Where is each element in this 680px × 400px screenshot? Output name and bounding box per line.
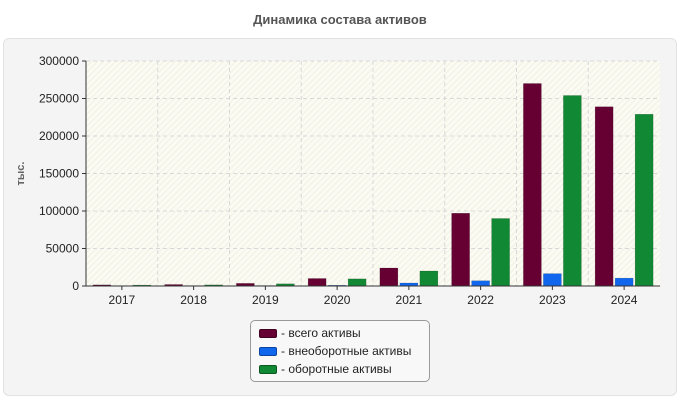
plot-texture-line [85,60,213,188]
plot-texture-line [85,60,105,80]
bar-current-assets-2020 [347,278,367,287]
plot-texture-line [85,60,147,122]
x-tick-label: 2018 [180,293,207,307]
chart-title: Динамика состава активов [253,12,427,27]
y-axis-label: тыс. [15,162,27,186]
plot-texture-line [85,60,249,224]
x-tick-label: 2020 [324,293,351,307]
plot-texture-line [85,60,273,248]
legend-item-current-assets: - оборотные активы [259,360,429,378]
plot-texture-line [85,60,123,98]
x-tick-label: 2022 [467,293,494,307]
bar-current-assets-2021 [419,270,439,287]
bar-current-assets-2024 [634,114,654,287]
plot-texture-line [85,60,195,170]
bar-total-assets-2020 [307,278,327,287]
bar-total-assets-2021 [379,267,399,287]
y-tick-label: 0 [72,279,79,293]
plot-texture-line [85,60,159,134]
legend-item-noncurrent-assets: - внеоборотные активы [259,342,429,360]
plot-texture-line [85,60,255,230]
plot-texture-line [85,60,279,254]
plot-texture-line [442,68,661,287]
x-tick-label: 2024 [611,293,638,307]
bar-current-assets-2023 [563,95,582,287]
legend-label-current-assets: - оборотные активы [281,362,392,376]
plot-texture-line [85,60,261,236]
plot-texture-line [454,80,661,287]
bar-current-assets-2022 [491,218,510,287]
plot-texture-line [85,60,297,272]
plot-texture-line [652,278,661,287]
bar-total-assets-2022 [451,213,470,287]
plot-texture-line [85,60,129,104]
bar-noncurrent-assets-2022 [471,280,490,287]
legend-swatch-current-assets [259,364,277,374]
plot-texture-line [85,60,117,92]
plot-texture-line [85,60,201,176]
plot-texture-line [85,60,141,116]
plot-texture-line [85,60,285,260]
plot-texture-line [85,60,165,140]
plot-texture-line [85,60,291,266]
x-tick-label: 2023 [539,293,566,307]
plot-texture-line [85,60,207,182]
plot-texture-line [85,60,171,146]
y-tick-label: 100000 [39,204,79,218]
bar-noncurrent-assets-2023 [543,273,562,287]
plot-texture-line [85,60,243,218]
legend-label-noncurrent-assets: - внеоборотные активы [281,344,412,358]
plot-texture-line [85,60,153,128]
plot-texture-line [85,60,183,158]
x-tick-label: 2017 [109,293,136,307]
plot-texture-line [85,60,225,200]
legend-item-total-assets: - всего активы [259,324,429,342]
bar-total-assets-2024 [594,106,614,287]
y-tick-label: 300000 [39,54,79,68]
y-tick-label: 200000 [39,129,79,143]
bar-total-assets-2023 [523,83,542,287]
y-tick-label: 150000 [39,167,79,181]
plot-texture-line [85,60,93,68]
plot-texture-line [85,60,99,74]
plot-texture-line [85,60,237,212]
y-tick-label: 250000 [39,92,79,106]
x-tick-label: 2021 [396,293,423,307]
legend-label-total-assets: - всего активы [281,326,361,340]
plot-texture-line [85,60,189,164]
plot-texture-line [85,60,111,86]
plot-texture-line [85,60,303,278]
plot-texture-line [85,60,219,194]
legend-swatch-noncurrent-assets [259,346,277,356]
chart-legend: - всего активы - внеоборотные активы - о… [250,320,430,382]
legend-swatch-total-assets [259,328,277,338]
plot-texture-line [85,60,135,110]
plot-texture-line [448,74,661,287]
bar-noncurrent-assets-2024 [614,277,634,287]
x-tick-label: 2019 [252,293,279,307]
y-tick-label: 50000 [46,242,80,256]
